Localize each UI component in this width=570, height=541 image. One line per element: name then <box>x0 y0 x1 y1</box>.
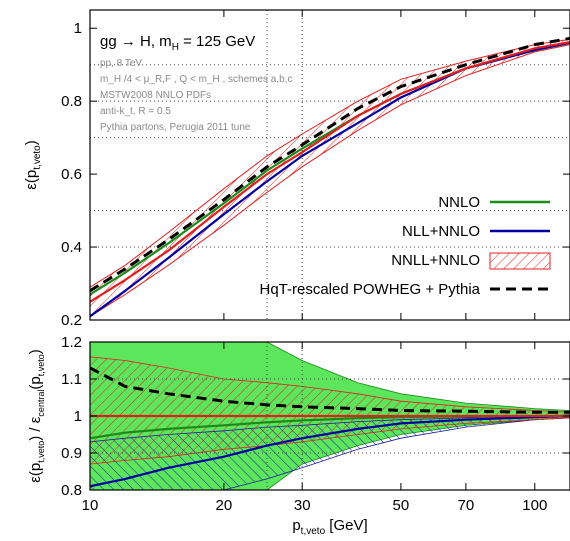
bottom-panel: 0.8 0.9 1 1.1 1.2 10 20 30 50 70 100 ε(pt,veto) / … <box>27 334 570 537</box>
legend-label-nnlo: NNLO <box>438 194 480 211</box>
annotation-line-4: anti-k_t, R = 0.5 <box>100 106 171 117</box>
top-panel: 0.2 0.4 0.6 0.8 1 gg → H, mH = 125 GeV pp, 8… <box>23 9 570 329</box>
bottom-ytick-label-1.2: 1.2 <box>61 334 82 351</box>
top-ticks: 0.2 0.4 0.6 0.8 1 <box>61 10 570 329</box>
annotation-line-5: Pythia partons, Perugia 2011 tune <box>100 122 251 133</box>
bottom-ytick-label-1: 1 <box>74 408 82 425</box>
bottom-xtick-label-30: 30 <box>294 497 311 514</box>
bottom-xtick-label-10: 10 <box>82 497 99 514</box>
legend-label-powheg: HqT-rescaled POWHEG + Pythia <box>260 281 481 298</box>
top-ytick-label-1: 1 <box>74 20 82 37</box>
top-line-hqt-rescaled-powheg-pythia <box>90 36 570 293</box>
top-ytick-label-0.6: 0.6 <box>61 166 82 183</box>
legend: NNLO NLL+NNLO NNLL+NNLO HqT-rescaled POW… <box>260 194 551 298</box>
legend-label-nnll-nnlo: NNLL+NNLO <box>391 252 480 269</box>
bottom-band-nnll-nnlo <box>90 356 570 465</box>
legend-label-nll-nnlo: NLL+NNLO <box>402 223 480 240</box>
annotation-line-3: MSTW2008 NNLO PDFs <box>100 90 211 101</box>
annotation-line-1: pp, 8 TeV <box>100 58 142 69</box>
annotation-line-2: m_H /4 < μ_R,F , Q < m_H , schemes a,b,c <box>100 74 293 85</box>
process-label: gg → H, mH = 125 GeV <box>100 33 255 53</box>
top-bands <box>90 38 570 317</box>
bottom-ytick-label-0.9: 0.9 <box>61 445 82 462</box>
bottom-line-hqt-rescaled-powheg-pythia <box>90 366 570 414</box>
bottom-xtick-label-20: 20 <box>216 497 233 514</box>
bottom-ylabel: ε(pt,veto) / εcentral(pt,veto) <box>27 349 46 483</box>
bottom-xtick-label-100: 100 <box>522 497 547 514</box>
bottom-lines <box>90 366 570 488</box>
bottom-ytick-label-1.1: 1.1 <box>61 371 82 388</box>
top-frame <box>89 9 570 321</box>
bottom-ticks: 0.8 0.9 1 1.1 1.2 10 20 30 50 70 100 <box>61 334 570 514</box>
top-band-nnll-nnlo <box>90 38 570 317</box>
bottom-grid <box>90 342 570 490</box>
top-ylabel: ε(pt,veto) <box>23 140 43 190</box>
top-ytick-label-0.2: 0.2 <box>61 312 82 329</box>
bottom-ytick-label-0.8: 0.8 <box>61 482 82 499</box>
top-ytick-label-0.8: 0.8 <box>61 93 82 110</box>
top-ytick-label-0.4: 0.4 <box>61 239 82 256</box>
bottom-xtick-label-50: 50 <box>393 497 410 514</box>
x-axis-label: pt,veto [GeV] <box>292 517 367 537</box>
top-line-nnll-nnlo <box>90 41 570 303</box>
bottom-xtick-label-70: 70 <box>458 497 475 514</box>
legend-swatch-nnll-nnlo <box>489 252 551 270</box>
top-lines <box>90 36 570 318</box>
bottom-line-nll-nnlo <box>90 414 570 488</box>
